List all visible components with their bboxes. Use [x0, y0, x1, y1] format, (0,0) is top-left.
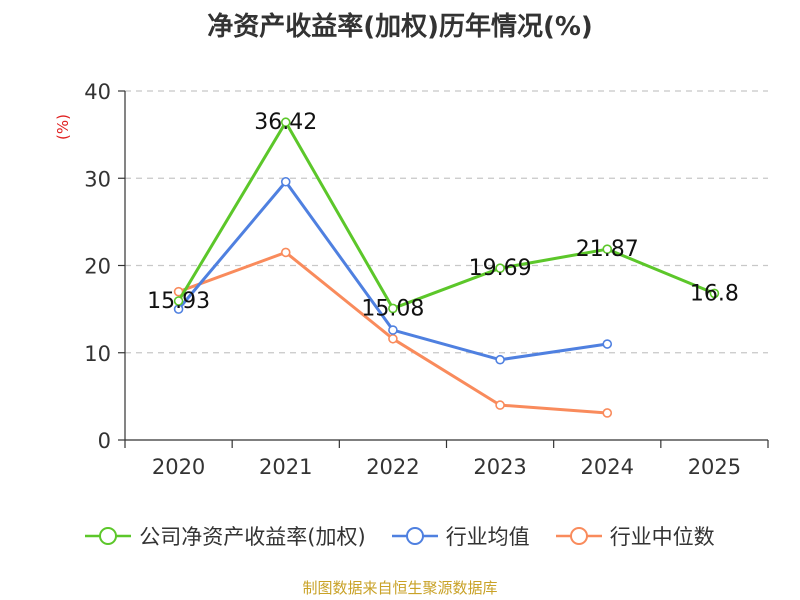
series-point-1 — [280, 176, 291, 187]
y-tick-label: 20 — [84, 255, 111, 279]
series-point-2 — [280, 247, 291, 258]
series-point-0 — [388, 303, 398, 314]
x-tick-label: 2025 — [688, 455, 741, 479]
x-tick-label: 2023 — [473, 455, 526, 479]
legend-marker — [99, 527, 118, 545]
data-label: 15.93 — [147, 289, 210, 314]
y-tick-label: 40 — [84, 80, 111, 104]
legend-label: 行业均值 — [445, 525, 530, 549]
series-point-0 — [602, 244, 613, 254]
series-point-0 — [280, 117, 291, 128]
series-point-0 — [495, 263, 505, 274]
y-tick-label: 10 — [84, 342, 111, 366]
series-point-0 — [709, 288, 720, 299]
y-axis-label: (%) — [54, 114, 72, 140]
legend-label: 公司净资产收益率(加权) — [139, 525, 366, 549]
chart-title: 净资产收益率(加权)历年情况(%) — [207, 12, 593, 42]
series-line-0 — [177, 120, 715, 310]
x-tick-label: 2022 — [366, 455, 419, 479]
data-label: 36.42 — [254, 110, 317, 135]
series-point-0 — [173, 296, 184, 306]
series-point-2 — [388, 333, 398, 344]
x-tick-label: 2020 — [152, 455, 205, 479]
data-label: 16.8 — [690, 281, 739, 306]
data-label-layer: 15.93 36.42 15.08 19.69 21.87 16.8 — [147, 110, 739, 321]
axis-layer: 0 10 20 30 40 2020 2021 2022 2023 2024 2025 (%) — [54, 80, 769, 479]
data-label: 21.87 — [576, 237, 639, 262]
series-point-1 — [495, 354, 505, 365]
series-point-1 — [388, 325, 398, 335]
x-tick-label: 2021 — [259, 455, 312, 479]
legend-label: 行业中位数 — [609, 525, 715, 549]
grid-layer — [125, 90, 768, 354]
legend-item-0[interactable]: 公司净资产收益率(加权) — [85, 521, 366, 551]
x-tick-label: 2024 — [581, 455, 634, 479]
series-point-2 — [495, 400, 505, 410]
series-point-2 — [602, 408, 613, 418]
series-layer — [173, 117, 720, 418]
data-label: 19.69 — [469, 256, 532, 281]
legend-item-1[interactable]: 行业均值 — [391, 521, 530, 551]
series-point-1 — [602, 339, 613, 349]
legend-item-2[interactable]: 行业中位数 — [555, 521, 715, 551]
y-tick-label: 30 — [84, 167, 111, 191]
legend-marker — [569, 527, 588, 545]
y-tick-label: 0 — [98, 429, 111, 453]
source-note: 制图数据来自恒生聚源数据库 — [302, 579, 498, 597]
data-label: 15.08 — [361, 296, 424, 321]
legend-line-circle-icon — [391, 527, 438, 545]
legend: 公司净资产收益率(加权) 行业均值 行业中位数 — [0, 516, 800, 556]
legend-line-circle-icon — [85, 527, 132, 545]
legend-line-circle-icon — [555, 527, 602, 545]
legend-marker — [405, 527, 424, 545]
